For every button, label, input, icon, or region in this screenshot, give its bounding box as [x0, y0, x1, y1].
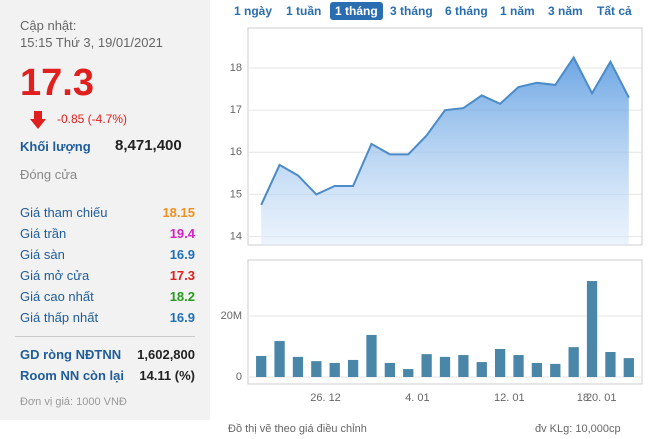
volume-bar [274, 341, 285, 377]
volume-bar [586, 281, 598, 377]
x-tick-label: 26. 12 [310, 392, 341, 404]
volume-bar [366, 334, 377, 377]
unit: Đơn vị giá: 1000 VNĐ [20, 396, 127, 408]
volume-bar [347, 359, 359, 377]
volume-bar [329, 362, 340, 377]
status: Đóng cửa [20, 167, 78, 182]
volume-bar [605, 352, 616, 377]
x-tick-label: 4. 01 [405, 392, 429, 404]
volume-bar [513, 355, 524, 377]
y-tick-label: 15 [230, 188, 242, 200]
footer-left: Đồ thị vẽ theo giá điều chỉnh [228, 423, 367, 435]
row-value: 17.3 [169, 268, 195, 283]
row2-label: Room NN còn lại [20, 368, 125, 383]
x-tick-label: 20. 01 [586, 392, 617, 404]
x-tick-label: 18 [577, 392, 589, 404]
tab[interactable]: 3 năm [548, 4, 583, 18]
update-label: Cập nhật: [20, 18, 77, 33]
y-tick-label: 0 [236, 371, 242, 383]
tab[interactable]: 1 năm [500, 4, 535, 18]
tab[interactable]: Tất cả [597, 4, 632, 18]
footer-right: đv KLg: 10,000cp [535, 423, 621, 435]
volume-bar [439, 356, 451, 377]
row-value: 18.2 [169, 289, 195, 304]
volume-bar [494, 348, 506, 377]
volume-bar [476, 362, 487, 377]
row-label: Giá trần [20, 226, 67, 241]
x-tick-label: 12. 01 [494, 392, 525, 404]
tab[interactable]: 3 tháng [390, 4, 433, 18]
volume-bar [550, 363, 561, 377]
tab[interactable]: 6 tháng [445, 4, 488, 18]
info-panel: Cập nhật: 15:15 Thứ 3, 19/01/2021 17.3 -… [0, 0, 210, 420]
volume-label: Khối lượng [20, 139, 91, 154]
row-label: Giá mở cửa [20, 268, 90, 283]
divider [15, 336, 195, 337]
change: -0.85 (-4.7%) [57, 112, 128, 126]
row-value: 18.15 [162, 205, 195, 220]
tab[interactable]: 1 tháng [330, 2, 383, 20]
row2-label: GD ròng NĐTNN [20, 347, 122, 362]
volume-bar [458, 355, 469, 377]
area-fill [261, 57, 629, 245]
y-tick-label: 16 [230, 146, 242, 158]
y-tick-label: 14 [230, 230, 242, 242]
price: 17.3 [20, 62, 94, 104]
volume-bar [384, 362, 396, 377]
volume: 8,471,400 [115, 137, 182, 154]
tab[interactable]: 1 tuần [286, 4, 322, 18]
volume-bar [403, 369, 414, 377]
row-label: Giá cao nhất [20, 289, 94, 304]
volume-bar [256, 355, 267, 377]
row-label: Giá thấp nhất [20, 310, 99, 325]
y-tick-label: 18 [230, 62, 242, 74]
row-value: 16.9 [169, 247, 195, 262]
y-tick-label: 20M [221, 310, 242, 322]
plot-frame [247, 259, 643, 385]
tab[interactable]: 1 ngày [234, 4, 273, 18]
update-time: 15:15 Thứ 3, 19/01/2021 [20, 35, 163, 50]
price-line [260, 55, 630, 206]
row2-value: 14.11 (%) [139, 368, 195, 383]
row-label: Giá tham chiếu [20, 205, 108, 220]
volume-bar [623, 358, 634, 377]
volume-bar [421, 354, 432, 377]
volume-bar [311, 361, 322, 377]
volume-bar [292, 356, 304, 377]
row-value: 19.4 [169, 226, 195, 241]
row-label: Giá sàn [20, 247, 65, 262]
row-value: 16.9 [169, 310, 195, 325]
volume-bar [568, 347, 579, 377]
volume-bar [531, 362, 543, 377]
y-tick-label: 17 [230, 104, 242, 116]
down-arrow [30, 111, 46, 129]
row2-value: 1,602,800 [137, 347, 195, 362]
